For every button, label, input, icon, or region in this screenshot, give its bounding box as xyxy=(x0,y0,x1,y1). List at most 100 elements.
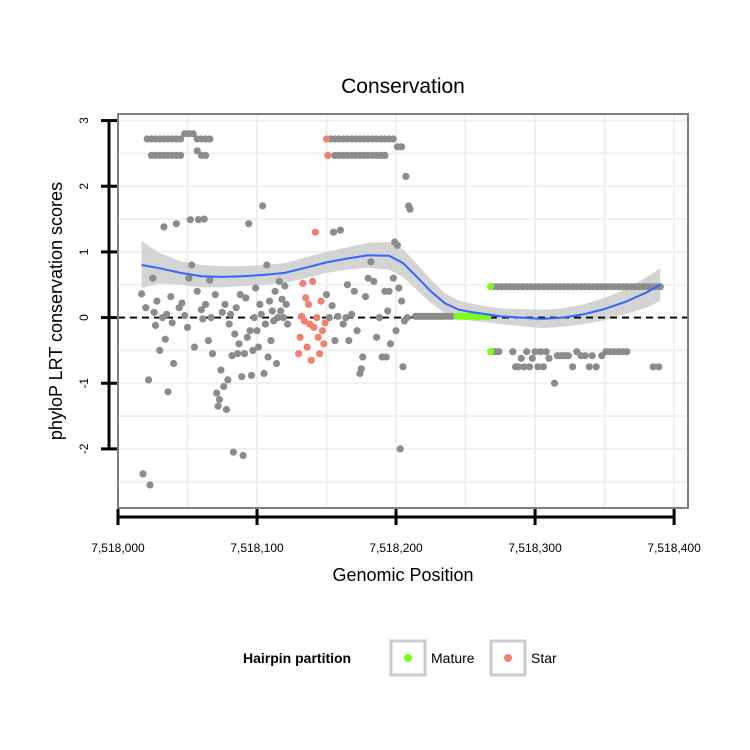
point-other xyxy=(353,327,361,335)
point-other xyxy=(384,307,392,315)
point-other xyxy=(235,340,243,348)
point-other xyxy=(214,402,222,410)
plot-panel xyxy=(117,113,689,509)
point-other xyxy=(202,151,210,159)
x-tick-label: 7,518,400 xyxy=(647,541,701,555)
point-other xyxy=(239,451,247,460)
point-other xyxy=(649,363,657,371)
point-other xyxy=(399,363,407,371)
point-other xyxy=(195,216,203,224)
point-other xyxy=(329,228,338,236)
point-other xyxy=(215,396,224,404)
point-star xyxy=(314,333,322,341)
point-other xyxy=(265,297,274,305)
point-other xyxy=(385,287,393,295)
point-star xyxy=(304,300,313,308)
point-other xyxy=(222,405,230,414)
point-star xyxy=(310,323,318,331)
point-other xyxy=(531,348,539,356)
point-other xyxy=(246,327,254,335)
legend-item-star: Star xyxy=(489,639,557,677)
y-tick-label: 0 xyxy=(77,314,91,321)
point-other xyxy=(250,314,258,322)
point-other xyxy=(218,308,226,316)
point-other xyxy=(238,373,246,381)
point-other xyxy=(545,354,553,362)
point-other xyxy=(569,363,577,371)
point-other xyxy=(221,300,229,308)
point-other xyxy=(275,277,283,285)
point-other xyxy=(325,314,333,322)
point-other xyxy=(243,333,251,341)
point-other xyxy=(253,327,261,335)
point-star xyxy=(300,317,308,325)
point-other xyxy=(207,314,215,322)
point-other xyxy=(183,323,192,331)
legend-label-mature: Mature xyxy=(431,650,475,666)
point-other xyxy=(161,335,169,343)
y-tick-label: -2 xyxy=(77,443,91,454)
points-star-series xyxy=(295,135,332,364)
point-other xyxy=(495,348,503,356)
point-other xyxy=(585,363,593,371)
point-star xyxy=(316,350,324,358)
point-other xyxy=(271,287,279,295)
point-other xyxy=(278,295,286,303)
point-other xyxy=(231,330,239,338)
point-other xyxy=(160,223,168,231)
point-star xyxy=(317,297,325,305)
panel-border xyxy=(117,113,689,509)
point-other xyxy=(228,352,236,360)
point-other xyxy=(361,293,370,301)
point-other xyxy=(517,354,525,362)
point-other xyxy=(322,291,331,299)
point-other xyxy=(623,348,631,356)
point-star xyxy=(296,333,304,341)
point-other xyxy=(202,300,210,308)
legend-label-star: Star xyxy=(531,650,557,666)
point-mature xyxy=(487,283,495,291)
point-other xyxy=(186,216,194,224)
point-other xyxy=(217,366,225,374)
point-other xyxy=(249,346,257,354)
y-ticks: -2 -1 0 1 2 3 xyxy=(77,117,117,454)
point-other xyxy=(206,276,214,284)
point-other xyxy=(345,337,353,345)
point-other xyxy=(139,470,147,478)
point-mature xyxy=(487,348,495,356)
point-other xyxy=(525,363,534,371)
point-other xyxy=(537,348,545,356)
point-other xyxy=(234,350,242,358)
x-axis-title: Genomic Position xyxy=(332,565,473,585)
point-star xyxy=(322,135,331,143)
point-other xyxy=(178,299,186,307)
x-tick-label: 7,518,300 xyxy=(508,541,562,555)
chart-title: Conservation xyxy=(341,75,465,98)
point-other xyxy=(328,302,336,310)
points-other-series xyxy=(138,130,664,489)
point-other xyxy=(240,350,249,358)
point-other xyxy=(272,359,281,368)
point-other xyxy=(261,320,269,328)
point-other xyxy=(550,379,559,387)
point-other xyxy=(213,389,221,397)
point-other xyxy=(528,354,536,362)
point-other xyxy=(151,321,160,329)
point-other xyxy=(225,320,233,328)
point-other xyxy=(334,312,342,320)
point-other xyxy=(229,448,237,456)
x-ticks: 7,518,000 7,518,100 7,518,200 7,518,300 7,51… xyxy=(91,509,701,555)
point-other xyxy=(254,343,262,351)
point-other xyxy=(185,274,193,282)
point-other xyxy=(382,353,390,361)
point-other xyxy=(204,337,212,345)
point-other xyxy=(145,376,153,384)
point-other xyxy=(343,281,351,289)
legend-title: Hairpin partition xyxy=(243,650,351,666)
legend-dot-mature xyxy=(404,654,412,662)
point-other xyxy=(402,172,410,180)
point-other xyxy=(282,300,290,308)
point-star xyxy=(302,294,310,302)
point-other xyxy=(268,307,276,315)
